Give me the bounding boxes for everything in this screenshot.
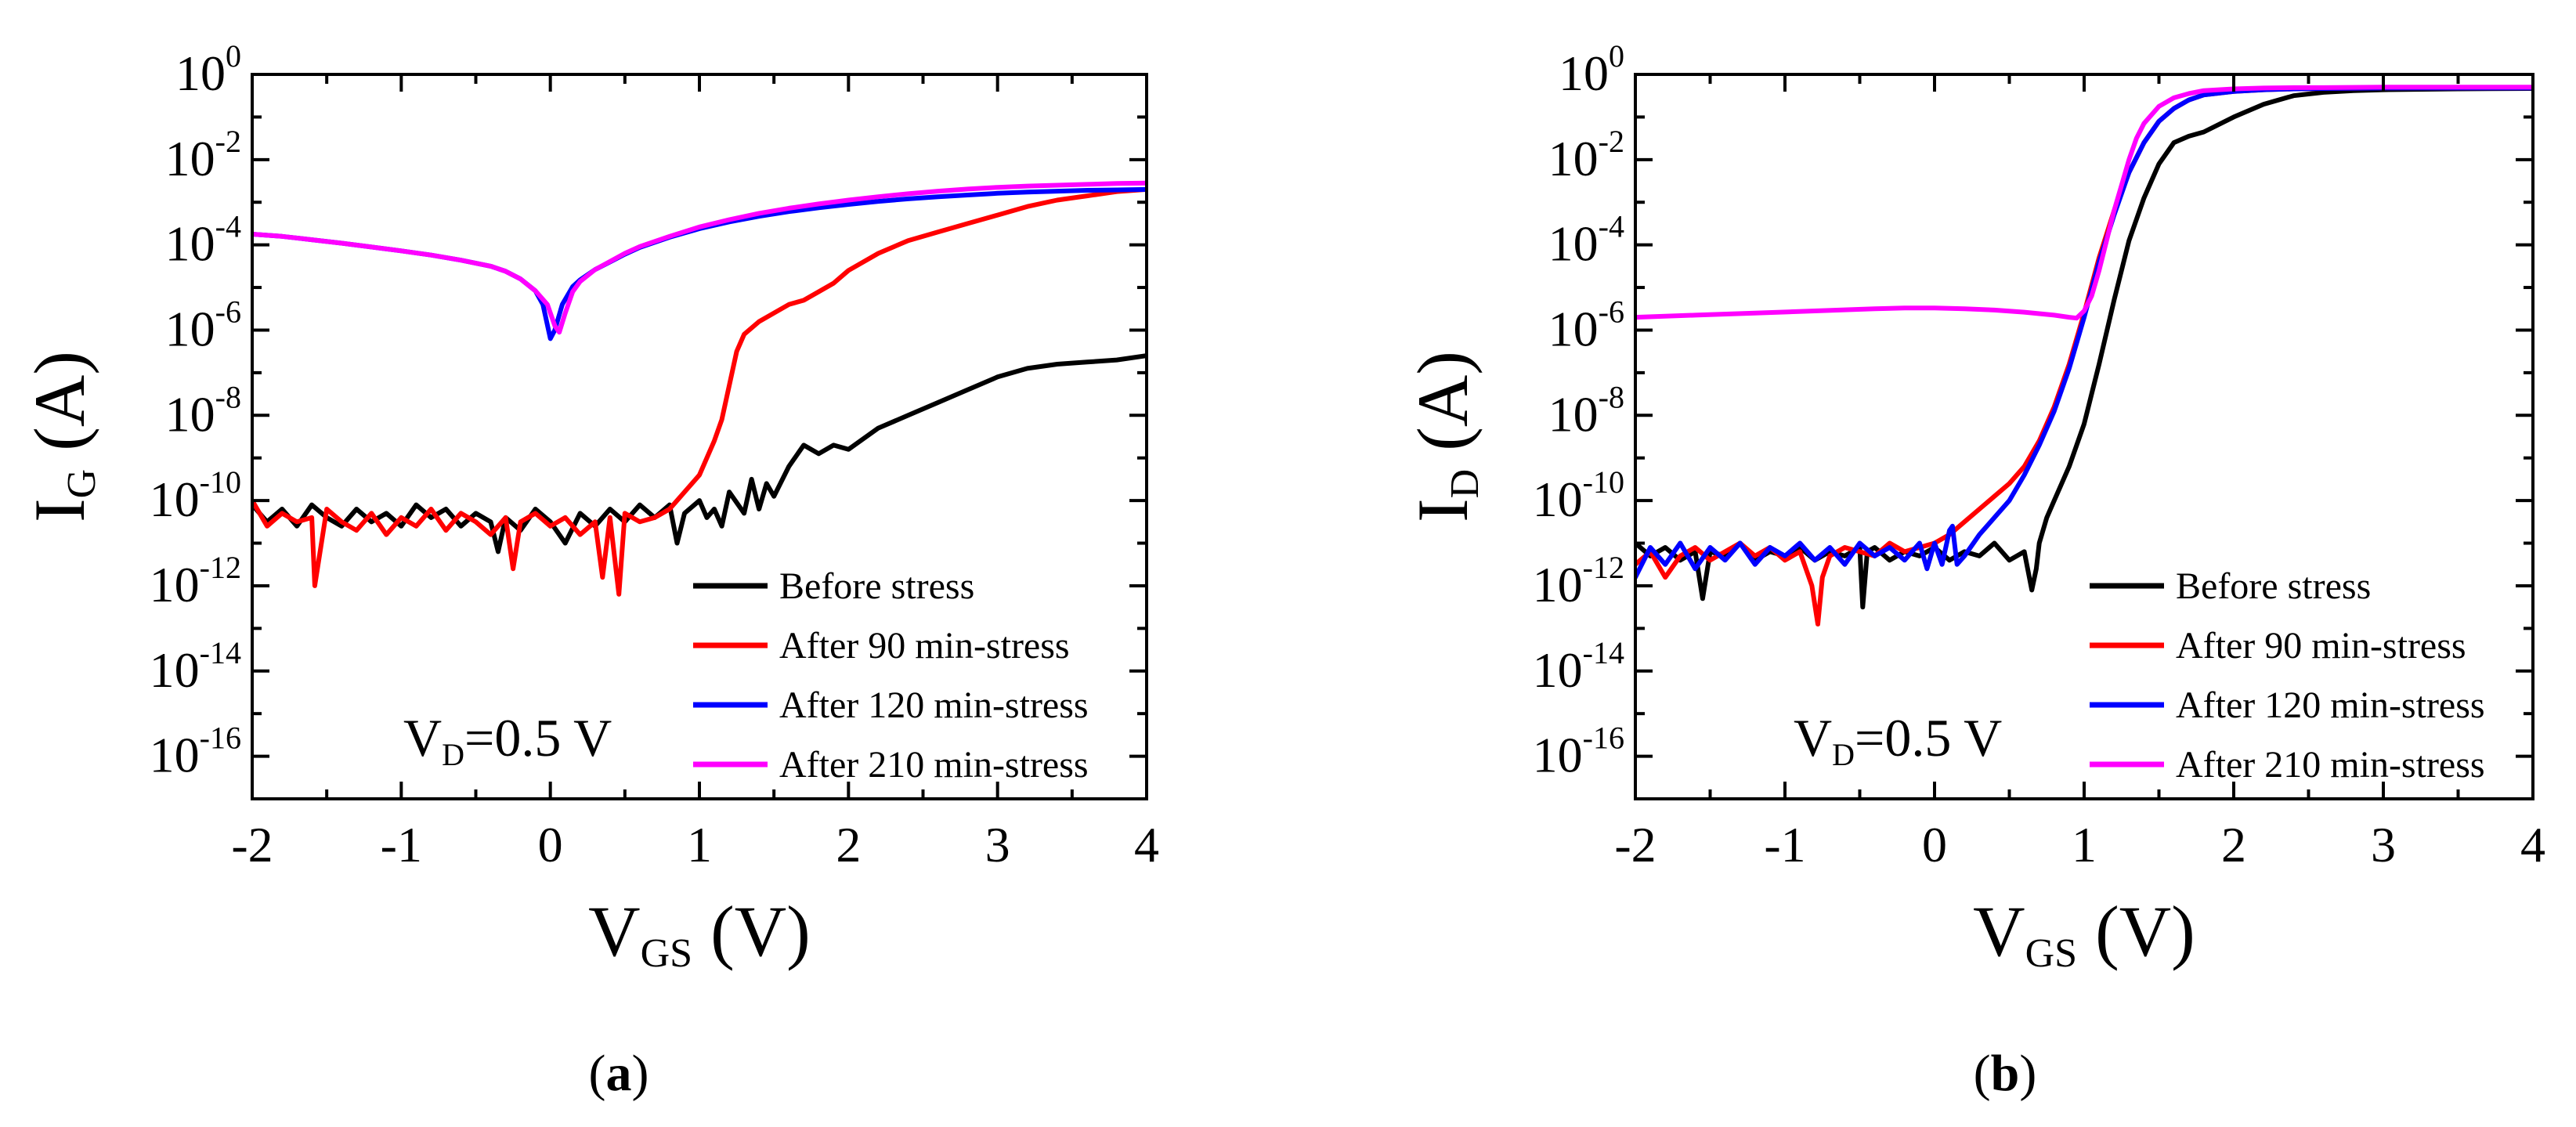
series-group xyxy=(252,180,1147,597)
series-line-3 xyxy=(1635,85,2533,580)
series-group xyxy=(1635,85,2533,627)
y-tick-label: 10-14 xyxy=(1533,635,1624,698)
y-tick-label: 100 xyxy=(1559,38,1624,101)
x-axis-title: VGS (V) xyxy=(588,891,811,976)
y-tick-label: 10-16 xyxy=(1533,721,1624,783)
y-tick-label: 10-6 xyxy=(1548,294,1624,356)
series-line-4 xyxy=(252,180,1147,335)
legend-label-1: Before stress xyxy=(779,565,974,607)
legend: Before stress After 90 min-stress After 12… xyxy=(693,565,1089,786)
y-axis-title: IG (A) xyxy=(20,351,104,522)
x-tick-label: 2 xyxy=(2221,817,2246,872)
x-tick-label: 2 xyxy=(836,817,861,872)
series-line-4 xyxy=(1635,85,2533,321)
y-tick-label: 10-16 xyxy=(150,721,241,783)
condition-annotation: VD=0.5 V xyxy=(403,708,612,772)
x-axis-title: VGS (V) xyxy=(1973,891,2195,976)
x-tick-label: 4 xyxy=(2520,817,2545,872)
x-tick-label: -1 xyxy=(381,817,422,872)
y-axis-title: ID (A) xyxy=(1403,351,1487,522)
y-tick-label: 10-12 xyxy=(150,550,241,612)
legend-label-1: Before stress xyxy=(2176,565,2371,607)
legend-label-2: After 90 min-stress xyxy=(2176,625,2466,666)
y-tick-label: 100 xyxy=(175,38,241,101)
x-tick-label: 1 xyxy=(2072,817,2097,872)
panel-label: (a) xyxy=(589,1045,649,1102)
legend-label-3: After 120 min-stress xyxy=(779,685,1089,726)
y-tick-label: 10-2 xyxy=(1548,124,1624,186)
y-tick-label: 10-8 xyxy=(165,379,241,442)
y-tick-label: 10-6 xyxy=(165,294,241,356)
x-tick-label: 1 xyxy=(687,817,712,872)
y-tick-label: 10-10 xyxy=(150,464,241,527)
x-tick-label: -1 xyxy=(1764,817,1805,872)
x-tick-label: 4 xyxy=(1134,817,1159,872)
y-tick-label: 10-8 xyxy=(1548,379,1624,442)
panel-a: -2 -1 0 1 2 3 4 100 10-2 10-4 10-6 10-8 10-10 10-12 10… xyxy=(20,38,1159,1102)
legend-label-4: After 210 min-stress xyxy=(779,744,1089,786)
condition-annotation: VD=0.5 V xyxy=(1794,708,2002,772)
legend-label-2: After 90 min-stress xyxy=(779,625,1070,666)
x-tick-label: -2 xyxy=(1614,817,1656,872)
x-tick-label: -2 xyxy=(231,817,273,872)
panel-b: -2 -1 0 1 2 3 4 100 10-2 10-4 10-6 10-8 10-10 10-12 10… xyxy=(1403,38,2545,1102)
x-tick-label: 3 xyxy=(2371,817,2396,872)
x-tick-label: 3 xyxy=(985,817,1010,872)
legend-label-3: After 120 min-stress xyxy=(2176,685,2485,726)
series-line-2 xyxy=(252,186,1147,597)
y-tick-label: 10-4 xyxy=(165,209,241,272)
panel-label: (b) xyxy=(1974,1045,2037,1102)
x-tick-label: 0 xyxy=(538,817,563,872)
series-line-1 xyxy=(252,353,1147,554)
y-tick-label: 10-10 xyxy=(1533,464,1624,527)
series-line-2 xyxy=(1635,85,2533,627)
legend: Before stress After 90 min-stress After 12… xyxy=(2090,565,2485,786)
series-line-1 xyxy=(1635,86,2533,610)
x-tick-label: 0 xyxy=(1922,817,1947,872)
legend-label-4: After 210 min-stress xyxy=(2176,744,2485,786)
y-tick-label: 10-12 xyxy=(1533,550,1624,612)
y-tick-label: 10-4 xyxy=(1548,209,1624,272)
y-tick-label: 10-14 xyxy=(150,635,241,698)
y-tick-label: 10-2 xyxy=(165,124,241,186)
